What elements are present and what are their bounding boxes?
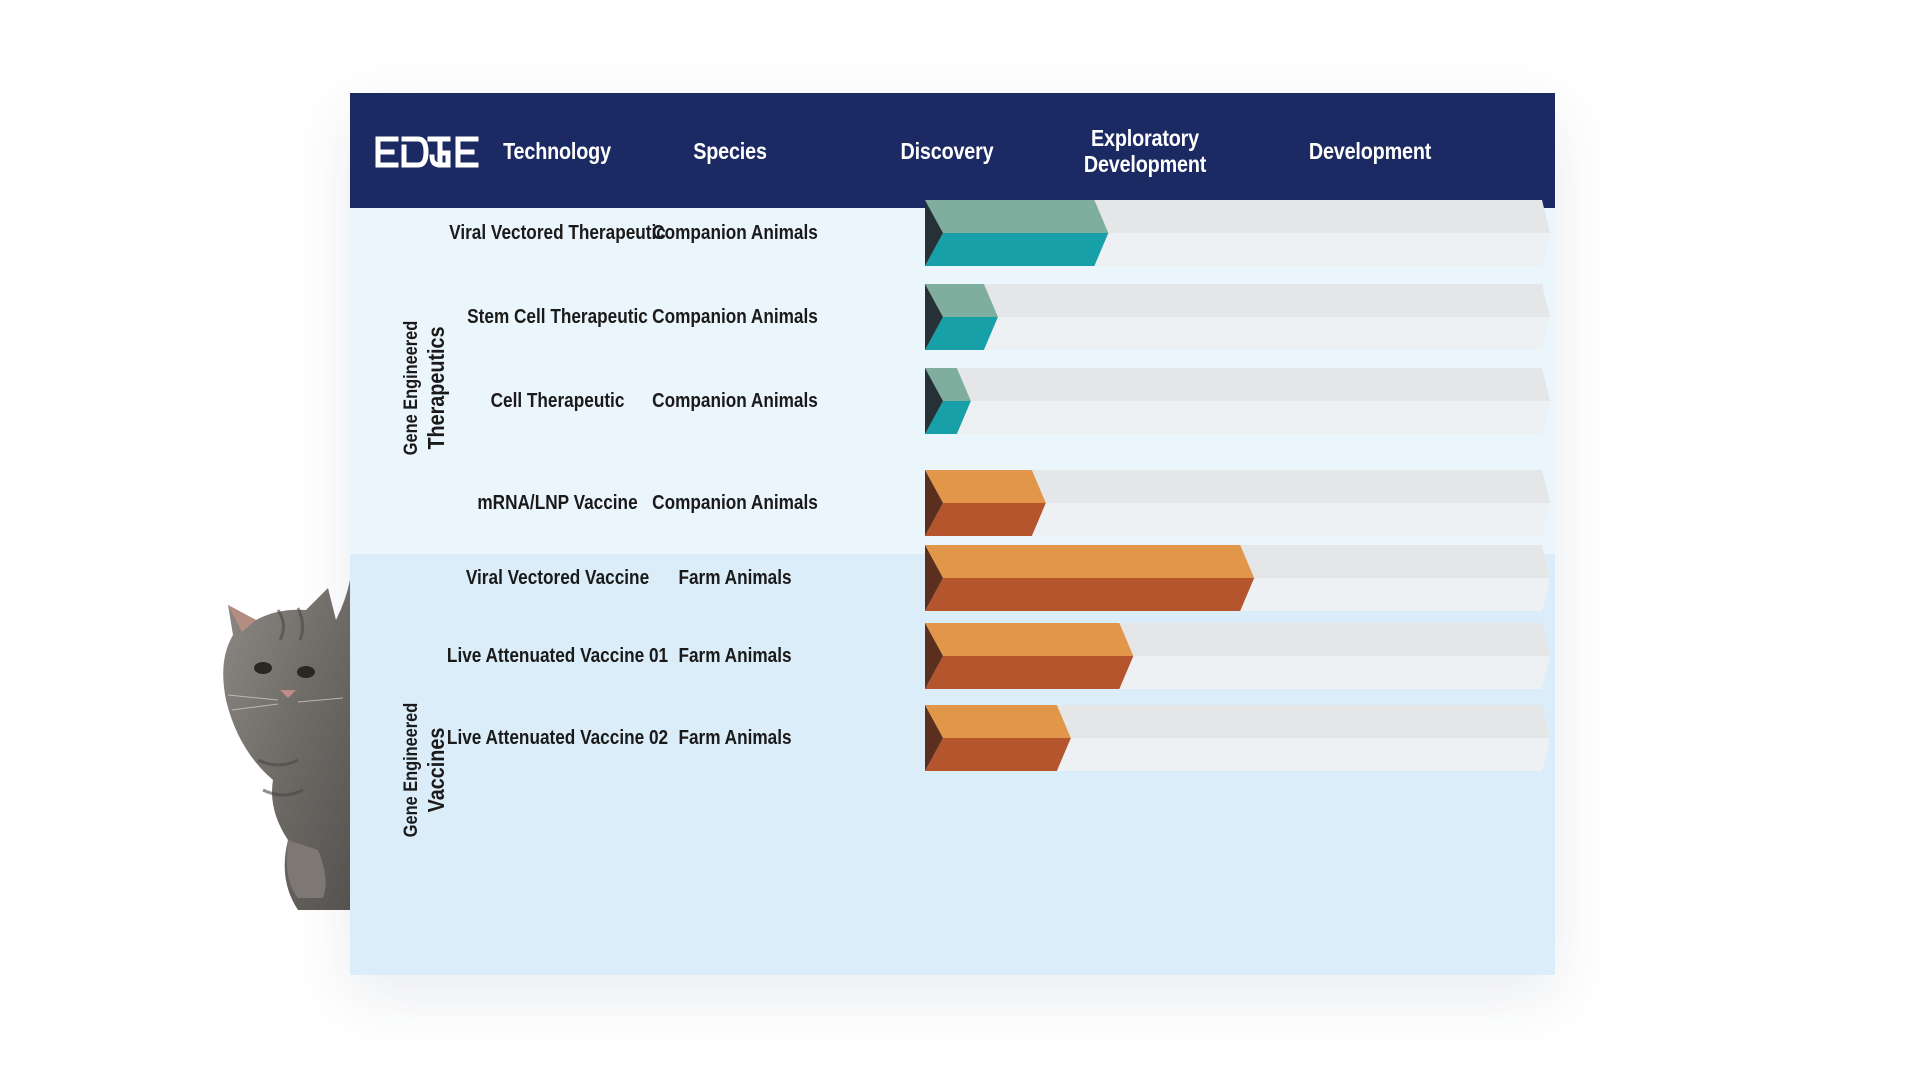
species-cell: Companion Animals bbox=[652, 491, 818, 514]
progress-bar-arrow bbox=[925, 284, 943, 350]
technology-cell: Live Attenuated Vaccine 01 bbox=[446, 644, 669, 667]
bar-track-bottom bbox=[925, 738, 1550, 771]
technology-cell: Viral Vectored Vaccine bbox=[465, 566, 650, 589]
progress-bar-bottom bbox=[925, 401, 971, 434]
progress-bar-bottom bbox=[925, 317, 998, 350]
column-header-technology: Technology bbox=[503, 137, 611, 164]
progress-bar-top bbox=[925, 705, 1071, 738]
progress-bar-bottom bbox=[925, 656, 1134, 689]
progress-bar-top bbox=[925, 545, 1255, 578]
species-cell: Companion Animals bbox=[652, 221, 818, 244]
technology-cell: Viral Vectored Therapeutic bbox=[449, 221, 666, 244]
bar-track-bottom bbox=[925, 503, 1550, 536]
column-header-exploratory-development: Exploratory Development bbox=[1083, 124, 1207, 177]
technology-cell: mRNA/LNP Vaccine bbox=[477, 491, 638, 514]
bar-track-top bbox=[925, 368, 1550, 401]
progress-bar-top bbox=[925, 368, 971, 401]
bar-track-bottom bbox=[925, 317, 1550, 350]
progress-bar-top bbox=[925, 623, 1134, 656]
pipeline-header: Technology Species Discovery Exploratory… bbox=[350, 93, 1555, 208]
pipeline-bars bbox=[925, 200, 1550, 771]
column-header-development: Development bbox=[1308, 137, 1432, 164]
species-cell: Farm Animals bbox=[678, 644, 792, 667]
progress-bar-top bbox=[925, 284, 998, 317]
technology-cell: Cell Therapeutic bbox=[490, 389, 625, 412]
progress-bar-top bbox=[925, 470, 1046, 503]
column-header-discovery: Discovery bbox=[900, 137, 994, 164]
progress-bar-top bbox=[925, 200, 1109, 233]
technology-cell: Live Attenuated Vaccine 02 bbox=[446, 726, 669, 749]
technology-cell: Stem Cell Therapeutic bbox=[467, 305, 648, 328]
progress-bar-arrow bbox=[925, 545, 943, 611]
progress-bar-arrow bbox=[925, 705, 943, 771]
species-cell: Farm Animals bbox=[678, 566, 792, 589]
progress-bar-arrow bbox=[925, 623, 943, 689]
edge-logo bbox=[375, 136, 479, 168]
progress-bar-bottom bbox=[925, 233, 1109, 266]
progress-bar-arrow bbox=[925, 470, 943, 536]
species-cell: Farm Animals bbox=[678, 726, 792, 749]
bar-track-top bbox=[925, 470, 1550, 503]
species-cell: Companion Animals bbox=[652, 389, 818, 412]
bar-track-top bbox=[925, 705, 1550, 738]
progress-bar-bottom bbox=[925, 738, 1071, 771]
pipeline-card: Technology Species Discovery Exploratory… bbox=[350, 93, 1555, 975]
cat-peeking-illustration bbox=[223, 580, 350, 910]
progress-bar-bottom bbox=[925, 578, 1255, 611]
progress-bar-arrow bbox=[925, 200, 943, 266]
column-header-species: Species bbox=[693, 137, 767, 164]
progress-bar-bottom bbox=[925, 503, 1046, 536]
species-cell: Companion Animals bbox=[652, 305, 818, 328]
bar-track-top bbox=[925, 284, 1550, 317]
progress-bar-arrow bbox=[925, 368, 943, 434]
bar-track-bottom bbox=[925, 401, 1550, 434]
